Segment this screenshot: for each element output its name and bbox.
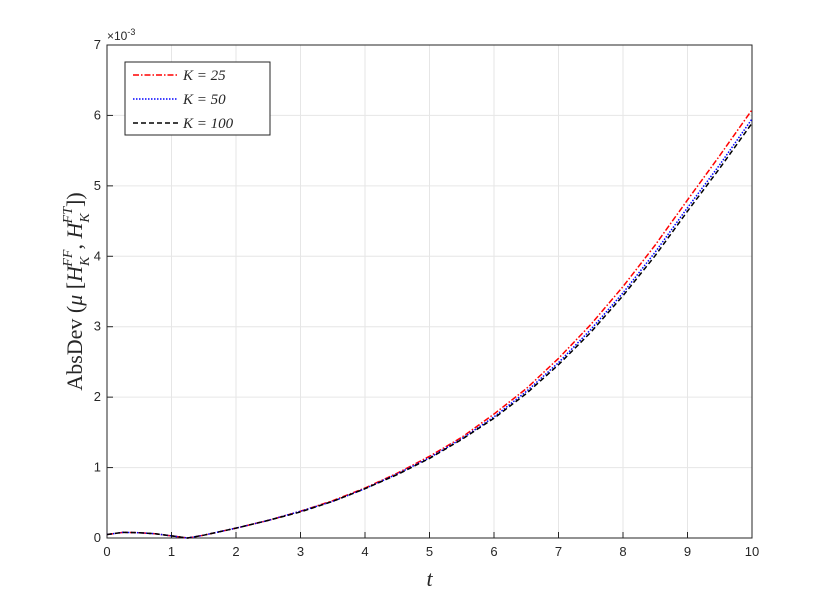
x-tick-label: 3 xyxy=(297,544,304,559)
y-axis-label: AbsDev (μ [HKFF, HKFT]) xyxy=(61,192,93,390)
x-tick-label: 5 xyxy=(426,544,433,559)
y-label-part: FF xyxy=(61,249,76,268)
y-tick-label: 2 xyxy=(94,389,101,404)
y-label-part: FT xyxy=(61,206,76,225)
y-scale-exponent: -3 xyxy=(127,27,135,37)
y-tick-label: 6 xyxy=(94,107,101,122)
y-label-part: AbsDev xyxy=(62,319,87,391)
y-label-part: μ xyxy=(62,295,87,307)
x-tick-label: 7 xyxy=(555,544,562,559)
legend-label: K = 100 xyxy=(182,116,234,132)
series-line xyxy=(106,109,753,539)
y-tick-label: 0 xyxy=(94,530,101,545)
x-axis-label: t xyxy=(426,566,433,591)
y-label-part: H xyxy=(62,222,87,240)
legend: K = 25 K = 50 K = 100 xyxy=(124,61,271,136)
y-tick-label: 1 xyxy=(94,460,101,475)
y-label-part: K xyxy=(78,213,93,224)
y-label-part: K xyxy=(78,256,93,267)
y-label-part: [ xyxy=(62,282,87,295)
y-tick-label: 3 xyxy=(94,319,101,334)
x-tick-label: 6 xyxy=(490,544,497,559)
x-tick-label: 2 xyxy=(232,544,239,559)
legend-label: K = 25 xyxy=(182,68,226,84)
x-tick-label: 4 xyxy=(361,544,368,559)
x-tick-label: 10 xyxy=(745,544,759,559)
series-line xyxy=(106,122,753,539)
x-tick-label: 8 xyxy=(619,544,626,559)
y-scale-base: ×10 xyxy=(107,29,128,43)
y-label-part: H xyxy=(62,265,87,283)
y-label-part: , xyxy=(62,239,87,250)
y-tick-label: 4 xyxy=(94,248,101,263)
y-label-part: ]) xyxy=(62,192,87,207)
y-tick-label: 7 xyxy=(94,37,101,52)
x-tick-label: 9 xyxy=(684,544,691,559)
x-tick-label: 0 xyxy=(103,544,110,559)
y-tick-label: 5 xyxy=(94,178,101,193)
legend-label: K = 50 xyxy=(182,92,226,108)
y-scale-label: ×10-3 xyxy=(107,27,135,43)
x-tick-label: 1 xyxy=(168,544,175,559)
y-label-part: ( xyxy=(62,306,87,319)
axes-box xyxy=(106,44,753,539)
